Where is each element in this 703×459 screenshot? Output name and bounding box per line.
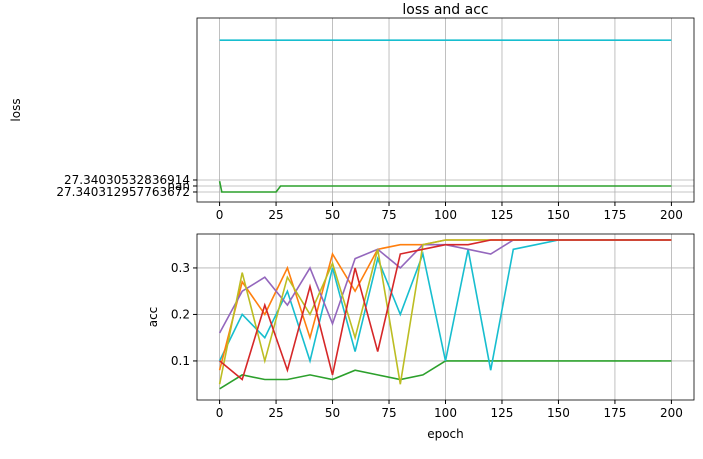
axes-frame <box>196 17 695 203</box>
x-axis-label: epoch <box>427 427 464 441</box>
chart-title: loss and acc <box>402 2 488 18</box>
y-tick-label: 27.340312957763672 <box>56 185 190 199</box>
y-axis-label: loss <box>9 98 23 121</box>
x-tick-label: 75 <box>381 406 396 420</box>
x-tick-label: 150 <box>547 406 570 420</box>
y-tick-label: 0.2 <box>171 307 190 321</box>
x-tick-label: 200 <box>660 208 683 222</box>
x-tick-label: 175 <box>603 406 626 420</box>
x-tick-label: 100 <box>434 208 457 222</box>
x-tick-label: 175 <box>603 208 626 222</box>
x-tick-label: 25 <box>268 406 283 420</box>
x-tick-label: 50 <box>325 208 340 222</box>
x-tick-label: 100 <box>434 406 457 420</box>
x-tick-label: 25 <box>268 208 283 222</box>
axes-frame <box>196 233 695 401</box>
x-tick-label: 125 <box>491 406 514 420</box>
x-tick-label: 150 <box>547 208 570 222</box>
x-tick-label: 0 <box>216 406 224 420</box>
y-tick-label: 27.34030532836914 <box>64 173 190 187</box>
x-tick-label: 75 <box>381 208 396 222</box>
line-series <box>218 181 672 193</box>
x-tick-label: 200 <box>660 406 683 420</box>
x-tick-label: 125 <box>491 208 514 222</box>
y-tick-label: nan <box>167 179 190 193</box>
y-tick-label: 0.1 <box>171 354 190 368</box>
x-tick-label: 0 <box>216 208 224 222</box>
y-axis-label: acc <box>146 307 160 328</box>
y-tick-label: 0.3 <box>171 261 190 275</box>
line-series <box>219 239 672 381</box>
x-tick-label: 50 <box>325 406 340 420</box>
